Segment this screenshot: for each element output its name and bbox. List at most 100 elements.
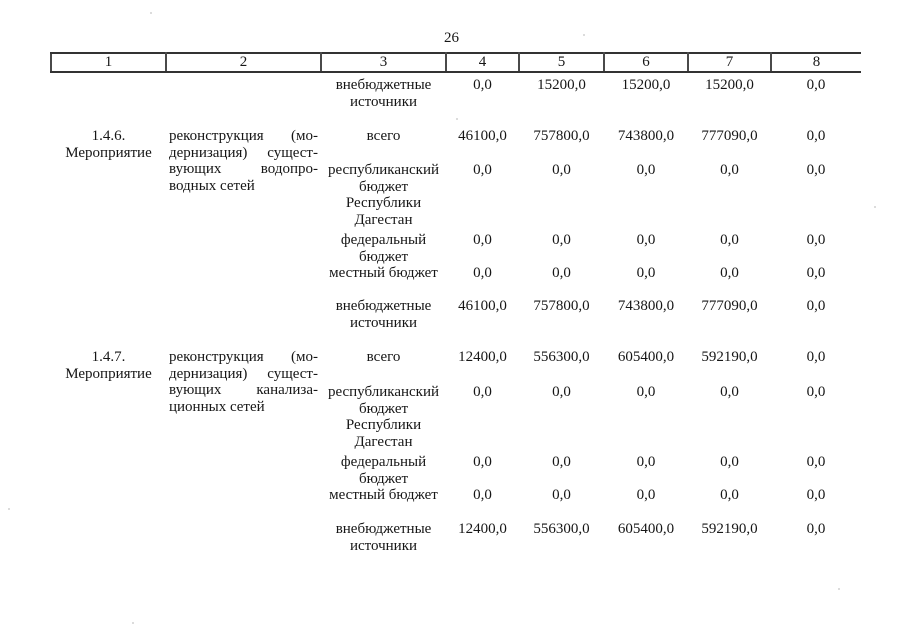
table-row: внебюджетные источники 46100,0 757800,0 …	[51, 298, 861, 331]
table-row: внебюджетные источники 0,0 15200,0 15200…	[51, 72, 861, 110]
funding-source-line: бюджет	[358, 400, 409, 417]
value-cell: 592190,0	[701, 521, 758, 537]
scan-speckle	[132, 622, 134, 624]
value-cell: 0,0	[473, 232, 492, 248]
table-row: республиканский бюджет Республики Дагест…	[51, 384, 861, 454]
value-cell: 0,0	[806, 487, 826, 503]
funding-source-line: республиканский	[327, 384, 440, 400]
spacer-cell	[51, 331, 861, 349]
value-cell: 0,0	[806, 521, 826, 537]
table-row: местный бюджет 0,0 0,0 0,0 0,0 0,0	[51, 487, 861, 521]
table-header: 1 2 3 4 5 6 7 8	[50, 52, 861, 73]
funding-source-line: Дагестан	[354, 211, 413, 228]
funding-source-cell: республиканский бюджет Республики Дагест…	[321, 162, 446, 232]
measure-name-line: дернизация) сущест-	[169, 365, 318, 382]
value-cell: 15200,0	[537, 77, 586, 93]
value-cell: 0,0	[552, 162, 571, 178]
measure-id: 1.4.6.	[91, 128, 126, 144]
value-cell: 0,0	[636, 487, 656, 503]
value-cell: 12400,0	[458, 521, 507, 537]
value-cell: 777090,0	[701, 298, 758, 314]
table-row: 1.4.6. Мероприятие реконструкция (мо- де…	[51, 128, 861, 194]
spacer-row	[51, 331, 861, 349]
funding-source-cell: внебюджетные источники	[321, 521, 446, 554]
value-cell: 0,0	[806, 77, 826, 93]
funding-source-line: источники	[349, 314, 418, 331]
measure-name-cell: реконструкция (мо- дернизация) сущест- в…	[166, 128, 321, 331]
value-cell: 12400,0	[458, 349, 507, 365]
funding-source-cell: всего	[321, 349, 446, 384]
value-cell: 0,0	[806, 232, 826, 248]
funding-source-line: источники	[349, 537, 418, 554]
funding-source-line: всего	[366, 349, 401, 365]
header-row: 1 2 3 4 5 6 7 8	[50, 52, 861, 73]
funding-source-cell: федеральный бюджет	[321, 232, 446, 265]
value-cell: 0,0	[636, 265, 656, 281]
value-cell: 757800,0	[533, 298, 590, 314]
value-cell: 605400,0	[617, 521, 675, 537]
value-cell: 0,0	[806, 454, 826, 470]
value-cell: 0,0	[473, 454, 492, 470]
value-cell: 743800,0	[617, 298, 675, 314]
measure-name-cell: реконструкция (мо- дернизация) сущест- в…	[166, 349, 321, 554]
header-col-8: 8	[770, 52, 861, 73]
funding-source-line: источники	[349, 93, 418, 110]
measure-name-line: вующих водопро-	[169, 161, 318, 177]
funding-source-cell: республиканский бюджет Республики Дагест…	[321, 384, 446, 454]
header-col-4: 4	[445, 52, 520, 73]
value-cell: 777090,0	[701, 128, 758, 144]
value-cell: 0,0	[806, 298, 826, 314]
value-cell: 0,0	[552, 232, 571, 248]
measure-name-line: ционных сетей	[169, 398, 265, 415]
value-cell: 556300,0	[533, 349, 590, 365]
value-cell: 0,0	[473, 162, 492, 178]
funding-source-line: бюджет	[358, 248, 409, 265]
funding-source-line: Республики	[345, 417, 422, 433]
measure-id-cell: 1.4.6. Мероприятие	[51, 128, 166, 331]
value-cell: 0,0	[806, 349, 826, 365]
measure-id-cell: 1.4.7. Мероприятие	[51, 349, 166, 554]
scan-speckle	[456, 118, 458, 120]
funding-source-line: федеральный	[340, 232, 427, 248]
table-row: республиканский бюджет Республики Дагест…	[51, 162, 861, 232]
scan-speckle	[838, 588, 840, 590]
value-cell: 0,0	[720, 384, 739, 400]
measure-name-line: вующих канализа-	[169, 382, 318, 398]
measure-type-label: Мероприятие	[65, 365, 152, 382]
measure-name-line: реконструкция (мо-	[169, 128, 318, 144]
value-cell: 0,0	[636, 384, 656, 400]
measure-name-line: водных сетей	[169, 177, 255, 194]
table-row: федеральный бюджет 0,0 0,0 0,0 0,0 0,0	[51, 232, 861, 265]
value-cell: 0,0	[806, 384, 826, 400]
scan-speckle	[583, 34, 585, 36]
funding-source-cell: местный бюджет	[321, 265, 446, 298]
funding-source-cell: внебюджетные источники	[321, 72, 446, 110]
value-cell: 15200,0	[705, 77, 754, 93]
funding-source-line: Дагестан	[354, 433, 413, 450]
scan-speckle	[8, 508, 10, 510]
value-cell: 0,0	[552, 384, 571, 400]
funding-source-line: бюджет	[358, 178, 409, 195]
value-cell: 0,0	[552, 487, 571, 503]
value-cell: 0,0	[720, 232, 739, 248]
page-number: 26	[444, 30, 459, 46]
value-cell: 0,0	[806, 128, 826, 144]
header-col-5: 5	[518, 52, 605, 73]
scan-speckle	[874, 206, 876, 208]
table-row: 1.4.7. Мероприятие реконструкция (мо- де…	[51, 349, 861, 415]
value-cell: 0,0	[806, 162, 826, 178]
table-row: внебюджетные источники 12400,0 556300,0 …	[51, 521, 861, 554]
value-cell: 46100,0	[458, 128, 507, 144]
value-cell: 0,0	[473, 487, 492, 503]
funding-source-cell: внебюджетные источники	[321, 298, 446, 331]
value-cell: 0,0	[720, 487, 739, 503]
funding-source-line: бюджет	[358, 470, 409, 487]
value-cell: 0,0	[636, 232, 656, 248]
table-row: федеральный бюджет 0,0 0,0 0,0 0,0 0,0	[51, 454, 861, 487]
scan-speckle	[150, 12, 152, 14]
measure-name-line: реконструкция (мо-	[169, 349, 318, 365]
funding-source-line: федеральный	[340, 454, 427, 470]
value-cell: 0,0	[552, 265, 571, 281]
value-cell: 592190,0	[701, 349, 758, 365]
header-col-1: 1	[50, 52, 167, 73]
